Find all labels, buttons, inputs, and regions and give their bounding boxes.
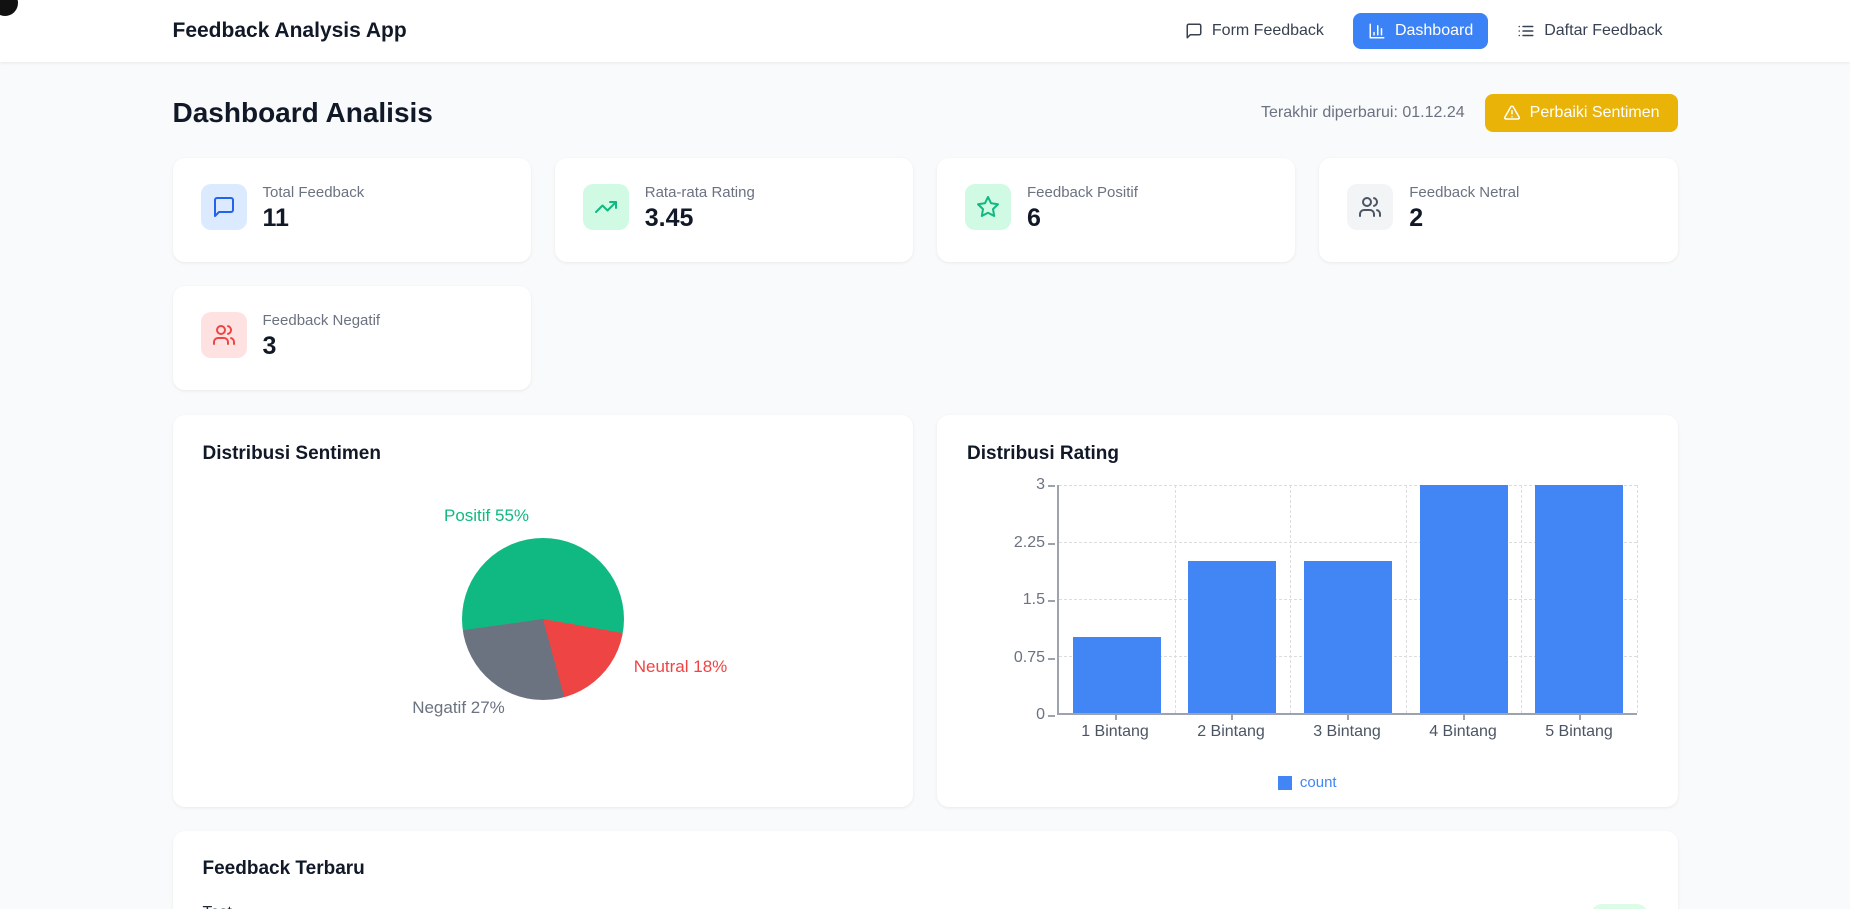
stat-value: 3 xyxy=(262,332,277,360)
nav-item-dashboard[interactable]: Dashboard xyxy=(1352,13,1489,49)
nav-item-label: Dashboard xyxy=(1394,22,1474,39)
stat-label: Feedback Positif xyxy=(1027,184,1138,201)
feedback-list-item[interactable]: Test Positif xyxy=(203,904,1648,909)
gridline xyxy=(1521,485,1523,713)
y-tick: 3 xyxy=(1036,476,1057,494)
stat-label: Feedback Netral xyxy=(1409,184,1520,201)
page-header: Dashboard Analisis Terakhir diperbarui: … xyxy=(173,94,1678,132)
stat-label: Rata-rata Rating xyxy=(644,184,755,201)
message-square-icon xyxy=(200,184,247,230)
x-label: 4 Bintang xyxy=(1405,714,1521,741)
list-icon xyxy=(1517,22,1535,40)
gridline xyxy=(1637,485,1638,713)
y-tick: 0.75 xyxy=(1014,649,1057,667)
x-label: 2 Bintang xyxy=(1173,714,1289,741)
perbaiki-sentimen-button[interactable]: Perbaiki Sentimen xyxy=(1484,94,1678,132)
pie-label-neutral: Neutral 18% xyxy=(633,657,728,676)
bar-chart-icon xyxy=(1368,22,1386,40)
rating-chart-card: Distribusi Rating 3 2.25 1.5 0.75 0 xyxy=(937,415,1678,807)
recent-feedback-card: Feedback Terbaru Test Positif xyxy=(172,831,1678,909)
sentiment-chart-card: Distribusi Sentimen Positif 55% Neutral … xyxy=(172,415,913,807)
y-tick: 1.5 xyxy=(1023,591,1057,609)
nav-item-form-feedback[interactable]: Form Feedback xyxy=(1170,13,1339,49)
star-icon xyxy=(965,184,1011,230)
stats-grid: Total Feedback 11 Rata-rata Rating 3.45 … xyxy=(172,158,1678,390)
charts-row: Distribusi Sentimen Positif 55% Neutral … xyxy=(172,415,1678,807)
feedback-text: Test xyxy=(203,904,232,909)
stat-label: Feedback Negatif xyxy=(262,312,381,329)
users-icon xyxy=(1347,184,1394,230)
pie-label-positif: Positif 55% xyxy=(443,506,530,525)
stat-value: 11 xyxy=(262,204,289,232)
corner-artifact xyxy=(0,0,18,16)
bar-1-bintang[interactable] xyxy=(1072,637,1161,713)
plot-area xyxy=(1057,485,1638,715)
x-axis-labels: 1 Bintang 2 Bintang 3 Bintang 4 Bintang … xyxy=(1057,714,1637,741)
chart-legend[interactable]: count xyxy=(937,774,1678,791)
alert-triangle-icon xyxy=(1503,104,1521,122)
sentiment-badge: Positif xyxy=(1591,904,1648,909)
recent-feedback-title: Feedback Terbaru xyxy=(202,858,365,879)
legend-label: count xyxy=(1299,774,1337,791)
y-tick: 2.25 xyxy=(1014,534,1057,552)
nav-item-label: Form Feedback xyxy=(1211,22,1324,39)
last-updated-text: Terakhir diperbarui: 01.12.24 xyxy=(1260,104,1465,121)
rating-chart-title: Distribusi Rating xyxy=(967,443,1120,464)
bars xyxy=(1059,485,1637,713)
x-label: 5 Bintang xyxy=(1521,714,1637,741)
stat-card-feedback-positif: Feedback Positif 6 xyxy=(937,158,1296,262)
gridline xyxy=(1174,485,1176,713)
bar-5-bintang[interactable] xyxy=(1535,485,1624,713)
legend-swatch xyxy=(1277,775,1292,790)
gridline xyxy=(1059,485,1637,486)
page-title: Dashboard Analisis xyxy=(172,97,433,128)
message-square-icon xyxy=(1185,22,1203,40)
stat-value: 3.45 xyxy=(644,204,694,232)
y-tick: 0 xyxy=(1036,706,1057,724)
gridline xyxy=(1059,542,1637,543)
users-icon xyxy=(200,312,247,358)
stat-card-feedback-negatif: Feedback Negatif 3 xyxy=(172,286,531,390)
rating-bar-chart: 3 2.25 1.5 0.75 0 xyxy=(1014,476,1638,740)
stat-label: Total Feedback xyxy=(262,184,365,201)
bar-4-bintang[interactable] xyxy=(1419,485,1508,713)
gridline xyxy=(1290,485,1292,713)
nav-item-daftar-feedback[interactable]: Daftar Feedback xyxy=(1502,13,1677,49)
nav-menu: Form Feedback Dashboard Daftar Feedback xyxy=(1170,13,1678,49)
bar-3-bintang[interactable] xyxy=(1304,561,1392,713)
sentiment-pie-chart: Positif 55% Neutral 18% Negatif 27% xyxy=(203,465,884,785)
stat-card-rata-rata-rating: Rata-rata Rating 3.45 xyxy=(554,158,913,262)
x-label: 3 Bintang xyxy=(1289,714,1405,741)
nav-item-label: Daftar Feedback xyxy=(1544,22,1663,39)
stat-value: 2 xyxy=(1409,204,1424,232)
gridline xyxy=(1405,485,1407,713)
x-label: 1 Bintang xyxy=(1057,714,1173,741)
main-content: Dashboard Analisis Terakhir diperbarui: … xyxy=(172,94,1678,909)
bar-2-bintang[interactable] xyxy=(1188,561,1277,713)
perbaiki-sentimen-label: Perbaiki Sentimen xyxy=(1529,104,1660,121)
pie-graphic[interactable] xyxy=(461,538,624,700)
navbar: Feedback Analysis App Form Feedback Dash… xyxy=(0,0,1850,62)
pie-label-negatif: Negatif 27% xyxy=(412,698,505,717)
trending-up-icon xyxy=(582,184,629,230)
stat-card-feedback-netral: Feedback Netral 2 xyxy=(1319,158,1678,262)
sentiment-chart-title: Distribusi Sentimen xyxy=(202,443,381,464)
stat-card-total-feedback: Total Feedback 11 xyxy=(172,158,531,262)
stat-value: 6 xyxy=(1027,204,1041,232)
app-title: Feedback Analysis App xyxy=(172,19,407,42)
